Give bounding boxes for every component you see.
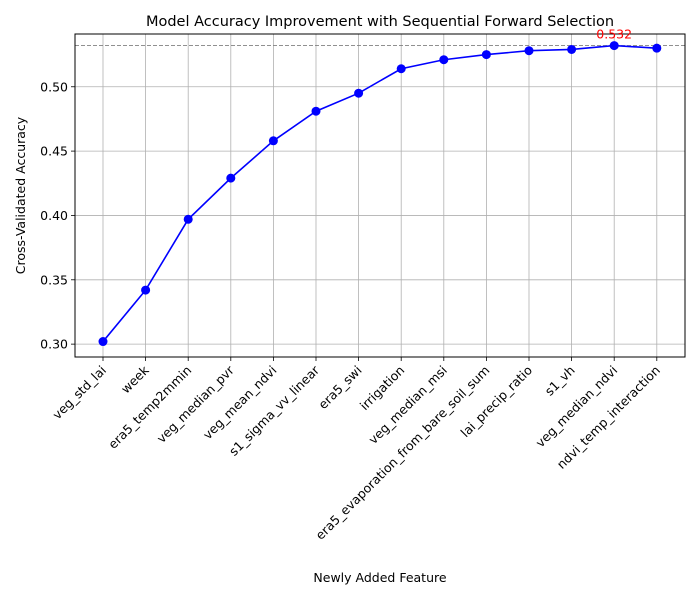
x-tick-label: week <box>118 362 152 396</box>
axis-ticks: veg_std_lai weekera5_temp2mminveg_median_… <box>40 79 663 542</box>
plot-frame <box>74 33 686 358</box>
x-tick-label: veg_median_msi <box>365 363 450 448</box>
x-tick-label: veg_median_pvr <box>154 362 238 446</box>
y-tick-label: 0.45 <box>40 144 68 159</box>
data-point <box>141 285 151 295</box>
grid-lines <box>75 34 685 357</box>
best-score-annotation: 0.532 <box>596 27 632 42</box>
data-point <box>98 337 108 347</box>
series-line <box>102 44 657 343</box>
y-tick-label: 0.30 <box>40 337 68 352</box>
x-tick-label: veg_std_lai <box>49 363 109 423</box>
data-point <box>226 173 236 183</box>
y-tick-label: 0.35 <box>40 272 68 287</box>
data-point <box>183 214 193 224</box>
x-tick-label: s1_vh <box>542 363 578 399</box>
data-point <box>481 50 491 60</box>
data-point <box>439 55 449 65</box>
x-tick-label: veg_mean_ndvi <box>200 363 280 443</box>
data-point <box>652 43 662 53</box>
data-point <box>268 136 278 146</box>
data-point <box>396 64 406 74</box>
y-tick-label: 0.40 <box>40 208 68 223</box>
x-tick-label: era5_swi <box>315 363 364 412</box>
data-point <box>567 44 577 54</box>
accuracy-series <box>98 41 662 347</box>
data-point <box>524 46 534 56</box>
data-point <box>354 88 364 98</box>
y-tick-label: 0.50 <box>40 79 68 94</box>
y-axis-label: Cross-Validated Accuracy <box>13 116 28 274</box>
data-point <box>311 106 321 116</box>
chart-title: Model Accuracy Improvement with Sequenti… <box>146 14 614 30</box>
data-point <box>609 41 619 51</box>
x-axis-label: Newly Added Feature <box>313 570 446 585</box>
